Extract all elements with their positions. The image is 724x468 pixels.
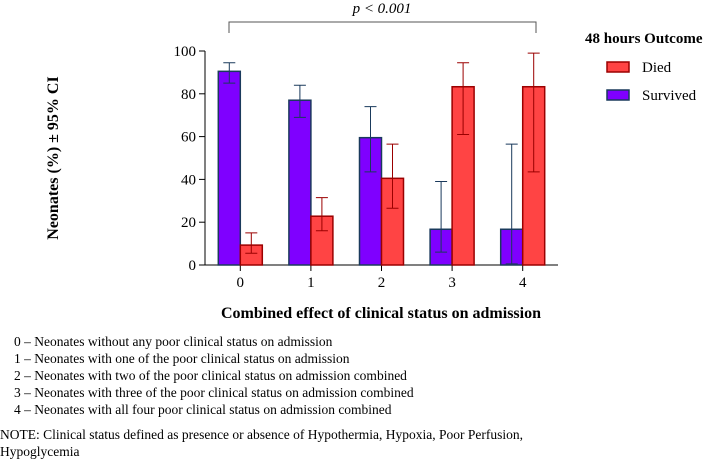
legend-label-survived: Survived: [642, 88, 697, 104]
x-tick-label: 3: [448, 275, 456, 291]
legend-title: 48 hours Outcome: [585, 31, 703, 47]
bar-survived: [288, 99, 312, 266]
error-bar-died: [245, 232, 258, 254]
legend-notes: 0 – Neonates without any poor clinical s…: [0, 333, 600, 460]
y-axis-label: Neonates (%) ± 95% CI: [45, 76, 62, 239]
y-tick-label: 40: [181, 172, 196, 188]
error-bar-died: [315, 197, 328, 232]
x-tick-label: 1: [307, 275, 315, 291]
y-tick-label: 100: [174, 44, 197, 60]
y-tick-label: 20: [181, 215, 196, 231]
error-bar-survived: [293, 84, 306, 118]
legend-swatch-survived: [606, 89, 630, 101]
note-item: 3 – Neonates with three of the poor clin…: [14, 385, 414, 400]
note-item: 0 – Neonates without any poor clinical s…: [14, 334, 333, 349]
y-tick-label: 0: [189, 258, 197, 274]
error-bar-died: [527, 52, 540, 173]
legend-label-died: Died: [642, 60, 672, 76]
error-bar-survived: [435, 181, 448, 253]
bar-chart: 0 20 40 60 80 100 0 1 2 3 4 p < 0.001 Neonates (%)…: [45, 1, 703, 322]
error-bar-died: [386, 143, 399, 209]
p-value-annotation: p < 0.001: [352, 1, 412, 17]
bar-survived: [217, 70, 242, 266]
error-bar-survived: [364, 106, 377, 173]
note-item: 4 – Neonates with all four poor clinical…: [14, 402, 392, 417]
y-tick-label: 60: [181, 130, 196, 146]
error-bar-survived: [505, 143, 518, 265]
note-item: 2 – Neonates with two of the poor clinic…: [14, 368, 407, 383]
x-axis-label: Combined effect of clinical status on ad…: [221, 305, 541, 322]
x-tick-label: 0: [237, 275, 245, 291]
footnote: NOTE: Clinical status defined as presenc…: [0, 427, 523, 459]
error-bar-died: [457, 62, 470, 135]
y-tick-label: 80: [181, 87, 196, 103]
error-bar-survived: [223, 62, 236, 84]
significance-bracket: [228, 21, 537, 33]
note-item: 1 – Neonates with one of the poor clinic…: [14, 351, 350, 366]
x-tick-label: 2: [378, 275, 386, 291]
legend-swatch-died: [606, 61, 630, 73]
x-tick-label: 4: [519, 275, 527, 291]
